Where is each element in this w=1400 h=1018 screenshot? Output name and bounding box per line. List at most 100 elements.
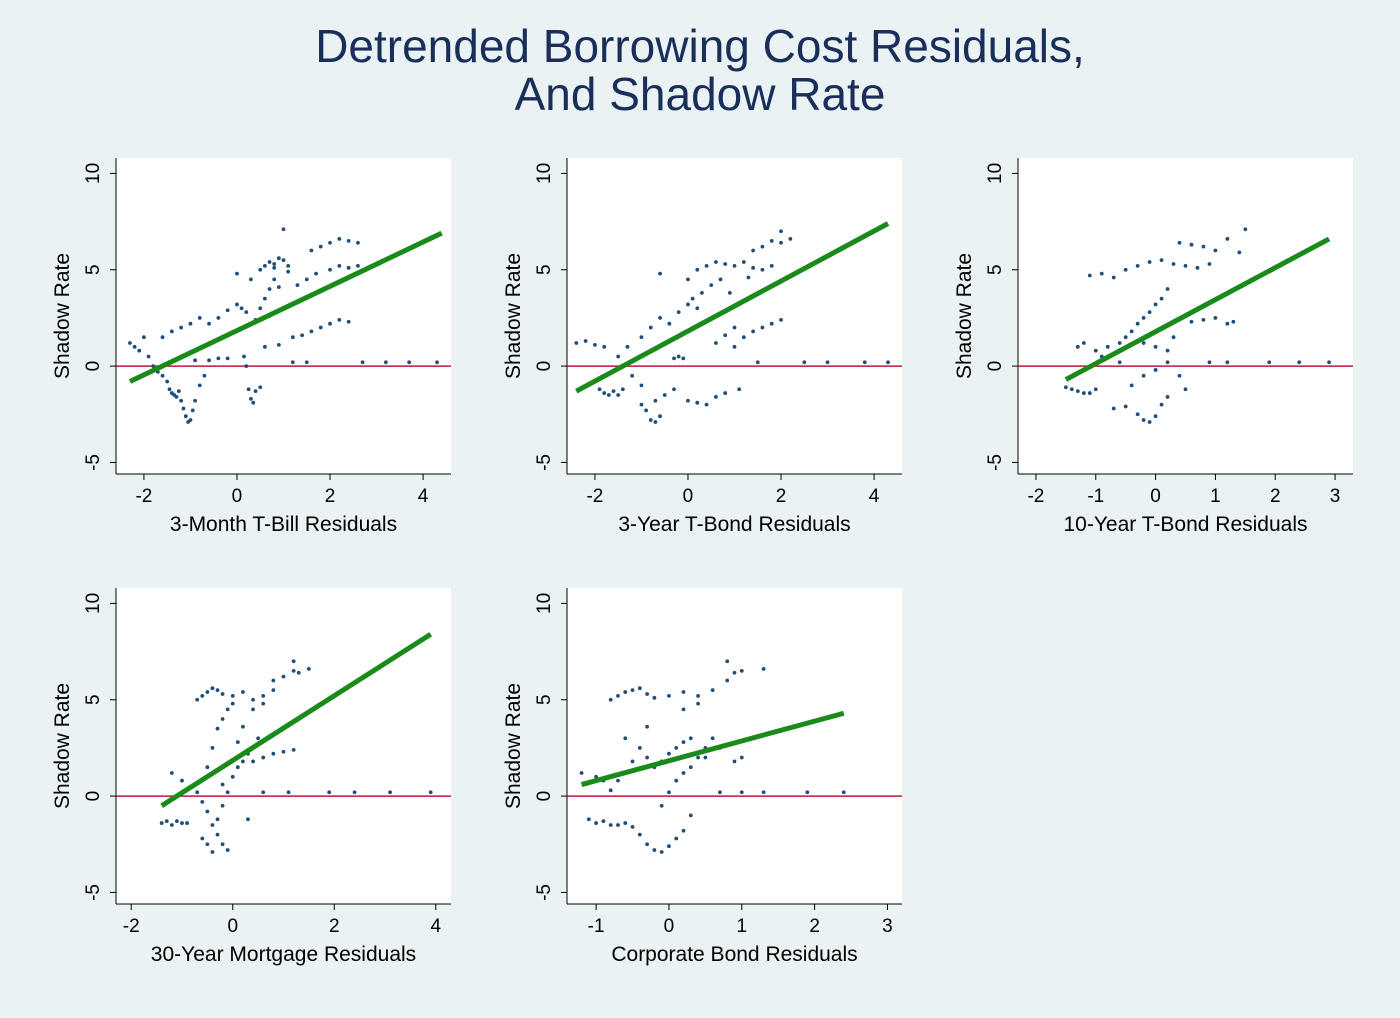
data-point xyxy=(732,759,737,764)
data-point xyxy=(262,296,267,301)
data-point xyxy=(262,264,267,268)
data-point xyxy=(639,383,644,388)
data-point xyxy=(276,285,281,289)
data-point xyxy=(751,248,756,253)
data-point xyxy=(616,778,620,783)
x-tick-label: -2 xyxy=(586,486,603,507)
data-point xyxy=(1201,244,1206,249)
data-point xyxy=(276,256,281,261)
data-point xyxy=(688,813,693,818)
data-point xyxy=(1225,321,1230,326)
data-point xyxy=(686,398,690,403)
y-tick-label: 0 xyxy=(83,361,104,372)
data-point xyxy=(249,396,253,401)
data-point xyxy=(1147,310,1152,315)
data-point xyxy=(261,694,266,698)
data-point xyxy=(574,341,579,345)
data-point xyxy=(210,850,215,854)
plot-area xyxy=(567,588,902,904)
data-point xyxy=(637,746,642,750)
data-point xyxy=(207,358,211,363)
data-point xyxy=(1087,391,1092,395)
data-point xyxy=(356,240,360,245)
data-point xyxy=(167,387,172,392)
data-point xyxy=(272,262,277,266)
data-point xyxy=(328,321,332,326)
data-point xyxy=(225,790,230,795)
data-point xyxy=(1111,275,1116,280)
data-point xyxy=(676,310,681,315)
data-point xyxy=(1237,250,1242,255)
data-point xyxy=(802,360,807,365)
data-point xyxy=(1165,360,1170,365)
chart-panel-3: -5 0 5 10 -2 -1 0 1 2 3 10-Year T-Bond Residuals Sh… xyxy=(953,158,1353,536)
data-point xyxy=(645,724,650,729)
data-point xyxy=(179,398,184,403)
y-axis-title: Shadow Rate xyxy=(502,683,525,809)
data-point xyxy=(251,707,255,712)
fit-line xyxy=(575,221,890,394)
data-point xyxy=(659,850,664,854)
data-point xyxy=(639,402,644,407)
data-point xyxy=(290,360,295,365)
data-point xyxy=(1171,335,1176,340)
data-point xyxy=(593,343,597,347)
data-point xyxy=(1213,316,1218,320)
data-point xyxy=(258,306,263,311)
data-point xyxy=(1087,273,1092,278)
data-point xyxy=(597,387,602,392)
data-point xyxy=(286,269,291,274)
data-point xyxy=(165,379,170,384)
data-point xyxy=(625,344,630,349)
data-point xyxy=(1207,360,1212,365)
data-point xyxy=(710,688,715,693)
data-point xyxy=(281,749,286,754)
data-point xyxy=(648,325,653,330)
y-tick-label: 10 xyxy=(534,163,555,184)
data-point xyxy=(704,264,709,268)
data-point xyxy=(723,391,728,395)
data-point xyxy=(709,283,714,288)
data-point xyxy=(645,755,650,760)
data-point xyxy=(1267,360,1272,365)
data-point xyxy=(215,832,220,837)
x-axis-title: 10-Year T-Bond Residuals xyxy=(1064,513,1308,536)
data-point xyxy=(246,817,250,822)
data-point xyxy=(291,659,296,664)
y-axis-title: Shadow Rate xyxy=(953,253,976,379)
chart-panel-5: -5 0 5 10 -1 0 1 2 3 Corporate Bond Residuals Shad… xyxy=(502,588,902,966)
data-point xyxy=(261,790,266,795)
data-point xyxy=(230,701,235,706)
y-tick-label: -5 xyxy=(83,454,104,471)
data-point xyxy=(760,325,765,330)
data-point xyxy=(1165,395,1170,399)
data-point xyxy=(862,360,867,365)
data-point xyxy=(306,667,311,671)
data-point xyxy=(739,790,744,795)
x-tick-label: 0 xyxy=(232,486,243,507)
data-point xyxy=(1141,316,1146,320)
data-point xyxy=(667,844,671,849)
y-tick-label: 0 xyxy=(534,791,555,802)
data-point xyxy=(215,726,220,731)
data-point xyxy=(1093,348,1098,353)
data-point xyxy=(327,790,332,795)
data-point xyxy=(225,848,230,852)
data-point xyxy=(407,360,412,365)
data-point xyxy=(225,707,230,712)
x-tick-label: 1 xyxy=(736,916,747,937)
x-tick-label: 4 xyxy=(869,486,880,507)
data-point xyxy=(346,319,351,324)
plot-area xyxy=(567,158,902,474)
data-point xyxy=(1195,265,1200,270)
y-axis-title: Shadow Rate xyxy=(502,253,525,379)
data-point xyxy=(181,406,186,411)
data-point xyxy=(244,364,249,368)
data-point xyxy=(1189,242,1194,247)
data-point xyxy=(251,400,256,405)
data-point xyxy=(1165,348,1170,353)
data-point xyxy=(205,809,210,814)
data-point xyxy=(309,329,314,334)
data-point xyxy=(352,790,357,795)
data-point xyxy=(667,694,671,698)
